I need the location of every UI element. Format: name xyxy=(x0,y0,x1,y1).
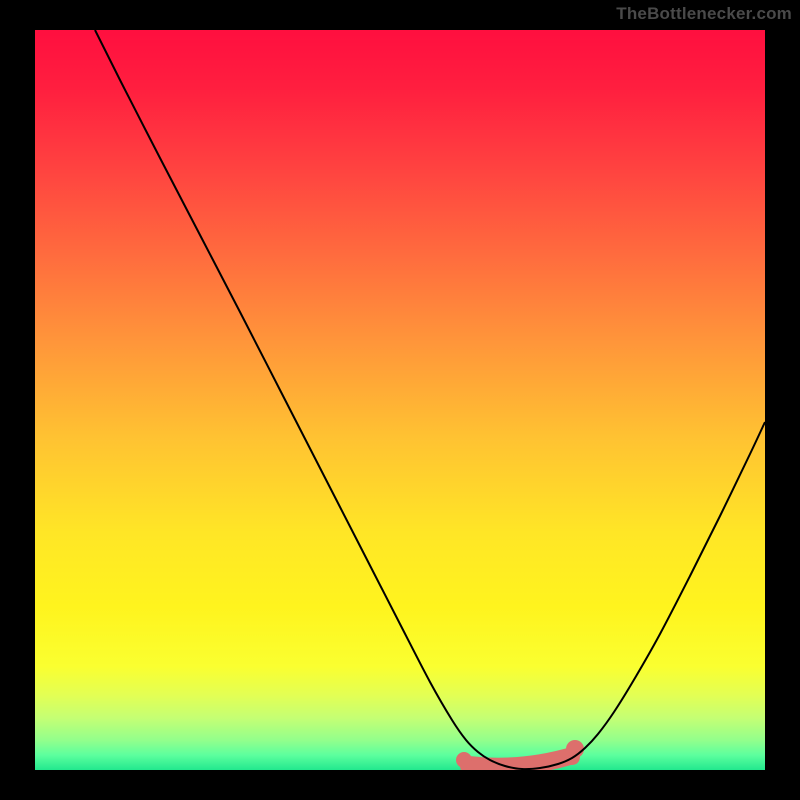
plot-background-gradient xyxy=(35,30,765,770)
watermark-text: TheBottlenecker.com xyxy=(616,4,792,24)
bottleneck-chart xyxy=(0,0,800,800)
